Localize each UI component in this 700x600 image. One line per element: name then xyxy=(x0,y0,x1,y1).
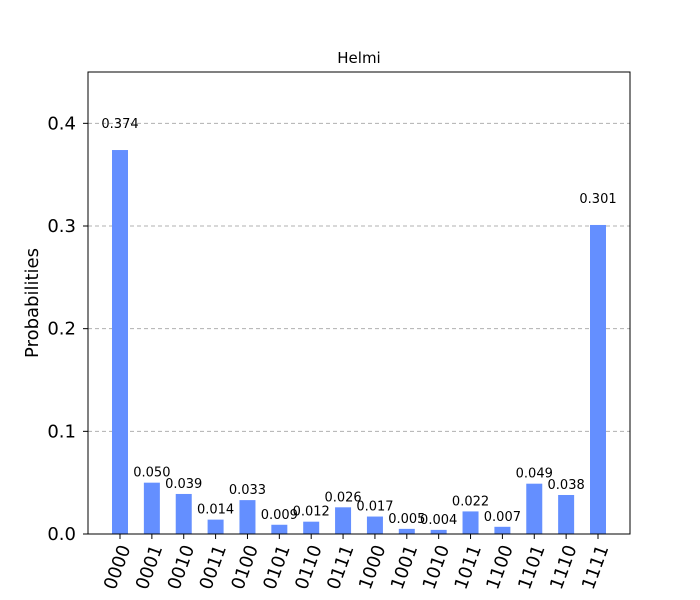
x-tick-label: 1011 xyxy=(451,542,486,592)
bar-1101 xyxy=(526,483,543,534)
x-tick-label: 0101 xyxy=(259,542,294,592)
x-tick-label: 1100 xyxy=(482,542,517,592)
bar-0111 xyxy=(335,507,352,534)
y-axis-label: Probabilities xyxy=(22,248,43,358)
bar-1111 xyxy=(590,224,606,534)
bar-1100 xyxy=(494,526,511,534)
y-tick-label: 0.0 xyxy=(47,524,76,545)
bar-0000 xyxy=(112,150,128,534)
bar-value-label: 0.374 xyxy=(101,117,138,132)
bar-value-label: 0.007 xyxy=(484,510,521,525)
bar-1001 xyxy=(398,528,415,534)
bar-value-label: 0.012 xyxy=(293,505,330,520)
bars xyxy=(112,150,606,534)
gridlines xyxy=(88,122,630,432)
y-tick-label: 0.1 xyxy=(47,421,76,442)
bar-value-label: 0.005 xyxy=(388,512,425,527)
bar-0101 xyxy=(271,524,288,534)
x-tick-label: 0011 xyxy=(196,542,231,592)
bar-value-label: 0.009 xyxy=(261,508,298,523)
x-tick-label: 1111 xyxy=(578,542,613,592)
x-axis-ticks: 0000000100100011010001010110011110001001… xyxy=(100,534,613,592)
bar-0011 xyxy=(207,519,224,534)
bar-value-label: 0.301 xyxy=(579,192,616,207)
bar-value-label: 0.039 xyxy=(165,477,202,492)
bar-1000 xyxy=(366,516,383,534)
y-axis-ticks: 0.0 0.1 0.2 0.3 0.4 xyxy=(47,113,88,545)
bar-value-label: 0.026 xyxy=(324,490,361,505)
bar-1011 xyxy=(462,511,479,534)
bar-value-label: 0.049 xyxy=(516,467,553,482)
bar-value-label: 0.033 xyxy=(229,483,266,498)
x-tick-label: 0010 xyxy=(164,542,199,592)
bar-value-label: 0.014 xyxy=(197,503,234,518)
plot-area-frame xyxy=(87,71,631,535)
bar-value-label: 0.038 xyxy=(548,478,585,493)
bar-0010 xyxy=(175,493,192,534)
y-tick-label: 0.3 xyxy=(47,216,76,237)
bar-0110 xyxy=(303,521,320,534)
x-tick-label: 0111 xyxy=(323,542,358,592)
bar-value-label: 0.050 xyxy=(133,466,170,481)
bar-value-label: 0.022 xyxy=(452,494,489,509)
y-tick-label: 0.2 xyxy=(47,319,76,340)
y-tick-label: 0.4 xyxy=(47,113,76,134)
bar-0100 xyxy=(239,500,256,534)
x-tick-label: 1110 xyxy=(546,542,581,592)
x-tick-label: 1001 xyxy=(387,542,422,592)
bar-1110 xyxy=(558,494,575,534)
chart-title: Helmi xyxy=(337,49,380,67)
x-tick-label: 1000 xyxy=(355,542,390,592)
x-tick-label: 1010 xyxy=(419,542,454,592)
bar-1010 xyxy=(430,529,447,534)
x-tick-label: 1101 xyxy=(514,542,549,592)
bar-0001 xyxy=(143,482,160,534)
x-tick-label: 0001 xyxy=(132,542,167,592)
x-tick-label: 0000 xyxy=(100,542,135,592)
bar-value-label: 0.017 xyxy=(356,500,393,515)
bar-value-label: 0.004 xyxy=(420,513,457,528)
x-tick-label: 0110 xyxy=(291,542,326,592)
x-tick-label: 0100 xyxy=(227,542,262,592)
